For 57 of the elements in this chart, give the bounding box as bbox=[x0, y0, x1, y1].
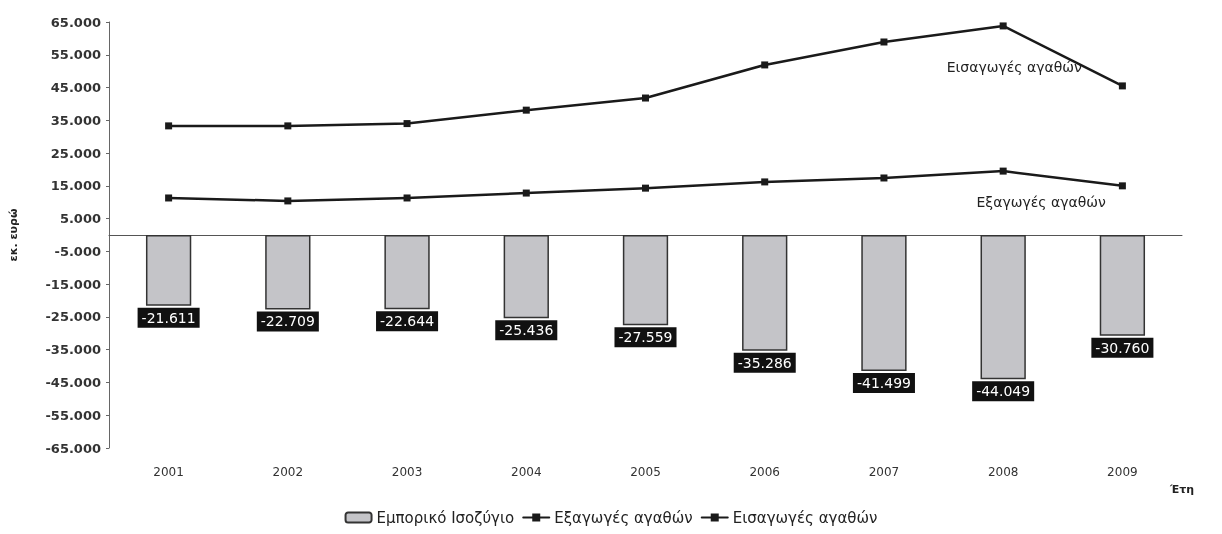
y-tick-label: 35.000 bbox=[50, 112, 101, 128]
point bbox=[880, 38, 888, 46]
y-tick-label: -45.000 bbox=[45, 374, 101, 390]
point bbox=[642, 184, 649, 192]
y-tick-label: 25.000 bbox=[50, 145, 101, 161]
point bbox=[284, 197, 292, 205]
point bbox=[403, 120, 411, 128]
data-label: -27.559 bbox=[618, 329, 673, 346]
point bbox=[522, 106, 530, 114]
y-axis-title: εκ. ευρώ bbox=[7, 208, 20, 262]
y-tick-label: -5.000 bbox=[54, 243, 101, 259]
y-tick-label: 55.000 bbox=[50, 47, 101, 63]
point bbox=[999, 22, 1007, 30]
point bbox=[999, 167, 1007, 175]
annotation: Εισαγωγές αγαθών bbox=[946, 58, 1082, 75]
x-tick-label: 2009 bbox=[1107, 465, 1138, 479]
point bbox=[165, 122, 173, 130]
data-label: -21.611 bbox=[141, 309, 196, 326]
data-label: -25.436 bbox=[499, 322, 554, 339]
annotation: Εξαγωγές αγαθών bbox=[976, 193, 1106, 210]
x-tick-label: 2004 bbox=[511, 465, 542, 479]
x-tick-label: 2007 bbox=[868, 465, 900, 479]
point bbox=[522, 189, 530, 197]
data-label: -35.286 bbox=[737, 354, 792, 371]
data-label: -22.709 bbox=[260, 313, 315, 330]
y-tick-label: -15.000 bbox=[45, 276, 101, 292]
legend-label: Εμπορικό Ισοζύγιο bbox=[376, 508, 515, 527]
x-tick-label: 2002 bbox=[272, 465, 304, 479]
y-tick-label: -65.000 bbox=[45, 440, 101, 456]
data-label: -44.049 bbox=[976, 383, 1031, 400]
point bbox=[165, 194, 173, 202]
point bbox=[642, 94, 649, 102]
point bbox=[880, 174, 888, 182]
legend-label: Εξαγωγές αγαθών bbox=[554, 508, 693, 527]
x-axis-title: Έτη bbox=[1169, 483, 1195, 496]
x-tick-label: 2006 bbox=[749, 465, 780, 479]
point bbox=[1118, 82, 1126, 90]
x-tick-label: 2001 bbox=[153, 465, 184, 479]
x-tick-label: 2005 bbox=[630, 465, 661, 479]
y-tick-label: 15.000 bbox=[50, 178, 101, 194]
y-tick-label: -35.000 bbox=[45, 342, 101, 358]
y-tick-label: -25.000 bbox=[45, 309, 101, 325]
x-tick-label: 2008 bbox=[987, 465, 1019, 479]
data-label: -22.644 bbox=[380, 313, 435, 330]
y-tick-label: -55.000 bbox=[45, 407, 101, 423]
point bbox=[761, 178, 769, 186]
data-label: -30.760 bbox=[1095, 339, 1150, 356]
point bbox=[284, 122, 292, 130]
legend-label: Εισαγωγές αγαθών bbox=[732, 508, 878, 527]
point bbox=[761, 61, 769, 69]
point bbox=[403, 194, 411, 202]
y-tick-label: 65.000 bbox=[50, 14, 101, 30]
x-tick-label: 2003 bbox=[391, 465, 423, 479]
point bbox=[1118, 182, 1126, 190]
data-label: -41.499 bbox=[856, 374, 911, 391]
y-tick-label: 45.000 bbox=[50, 80, 101, 96]
y-tick-label: 5.000 bbox=[59, 211, 101, 227]
